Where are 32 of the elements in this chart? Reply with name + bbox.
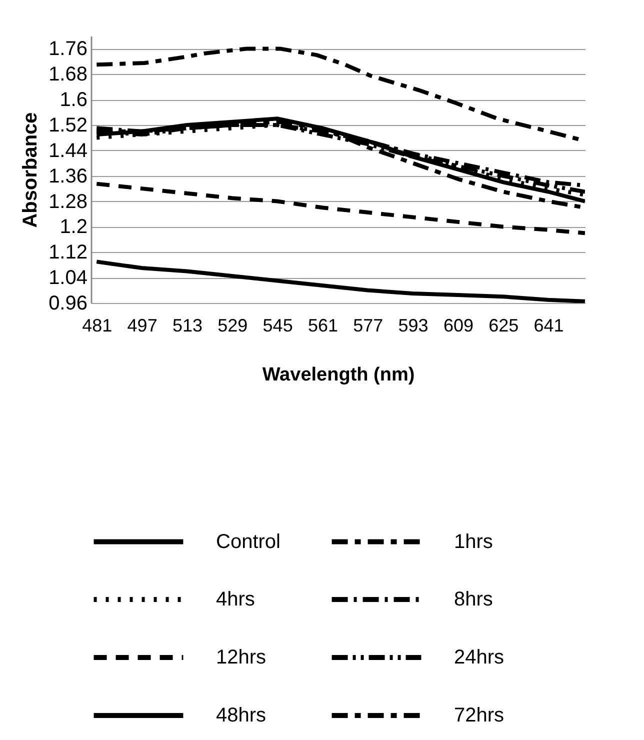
x-tick-label: 497 bbox=[127, 316, 158, 336]
y-tick-label: 1.2 bbox=[60, 216, 88, 238]
x-tick-label: 577 bbox=[353, 316, 384, 336]
x-tick-label: 481 bbox=[82, 316, 112, 336]
y-tick-label: 1.44 bbox=[48, 140, 88, 162]
legend-label: Control bbox=[216, 530, 280, 553]
y-tick-label: 1.52 bbox=[48, 114, 88, 136]
legend-label: 4hrs bbox=[216, 588, 255, 610]
y-tick-label: 1.76 bbox=[48, 38, 88, 60]
y-tick-label: 0.96 bbox=[48, 292, 88, 314]
y-tick-label: 1.36 bbox=[48, 165, 88, 188]
legend-label: 48hrs bbox=[216, 704, 266, 726]
legend-label: 1hrs bbox=[454, 530, 493, 553]
x-tick-label: 641 bbox=[534, 316, 564, 336]
y-tick-label: 1.12 bbox=[48, 242, 88, 264]
legend-label: 72hrs bbox=[454, 704, 504, 726]
x-tick-label: 561 bbox=[308, 316, 338, 336]
x-tick-label: 545 bbox=[262, 316, 293, 336]
y-axis-title: Absorbance bbox=[20, 112, 42, 228]
legend-label: 8hrs bbox=[454, 588, 493, 610]
x-tick-label: 513 bbox=[172, 316, 202, 336]
y-tick-label: 1.28 bbox=[48, 190, 88, 213]
legend-label: 24hrs bbox=[454, 646, 504, 668]
x-tick-label: 529 bbox=[218, 316, 248, 336]
y-tick-label: 1.68 bbox=[48, 64, 88, 86]
y-tick-label: 1.6 bbox=[60, 89, 88, 112]
y-tick-label: 1.04 bbox=[48, 267, 88, 290]
legend-label: 12hrs bbox=[216, 646, 266, 668]
x-tick-label: 625 bbox=[488, 316, 519, 336]
x-tick-label: 609 bbox=[443, 316, 474, 336]
x-tick-label: 593 bbox=[398, 316, 428, 336]
x-axis-title: Wavelength (nm) bbox=[262, 364, 415, 386]
